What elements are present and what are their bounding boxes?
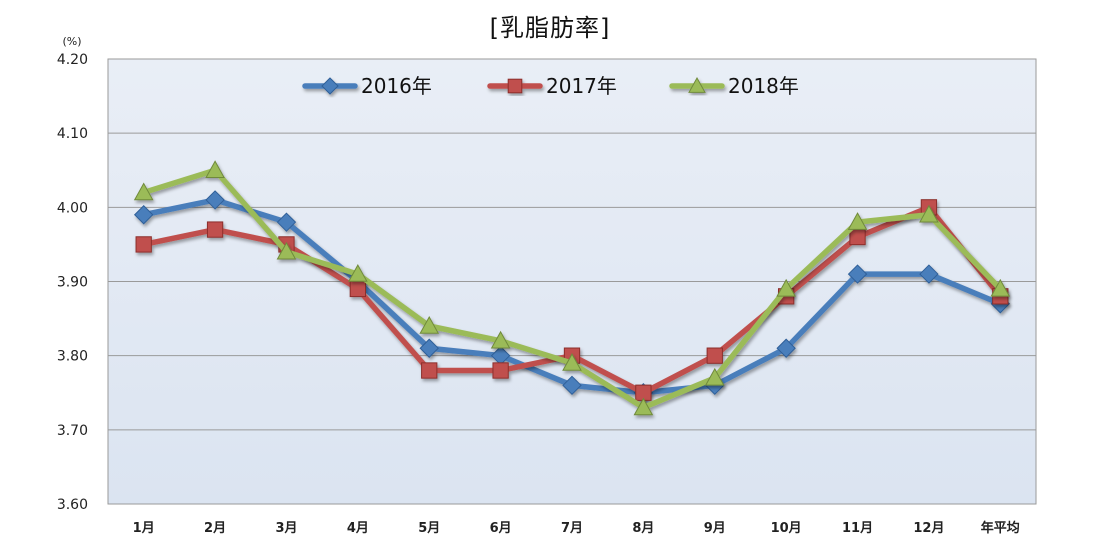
- x-tick-label: 9月: [704, 521, 726, 536]
- data-point: [321, 77, 339, 95]
- y-unit-label: (%): [62, 35, 81, 48]
- x-tick-label: 3月: [275, 521, 297, 536]
- data-point: [562, 353, 582, 371]
- data-point: [919, 204, 939, 223]
- data-point: [704, 367, 725, 386]
- x-tick-label: 2月: [204, 521, 226, 536]
- x-tick-label: 11月: [842, 521, 873, 536]
- data-point: [133, 182, 154, 201]
- data-point: [562, 375, 582, 396]
- data-point: [847, 264, 868, 284]
- y-tick-label: 3.70: [57, 423, 88, 439]
- legend-label: 2018年: [728, 74, 799, 98]
- y-tick-label: 3.80: [57, 349, 88, 365]
- data-point: [206, 221, 224, 238]
- x-tick-label: 6月: [490, 521, 512, 536]
- legend-label: 2016年: [361, 74, 432, 98]
- data-point: [849, 228, 866, 246]
- data-point: [492, 362, 509, 379]
- data-point: [276, 241, 297, 260]
- chart-title: [乳脂肪率]: [489, 14, 611, 42]
- data-point: [507, 78, 523, 94]
- data-point: [419, 338, 439, 358]
- data-point: [135, 236, 152, 253]
- data-point: [205, 160, 225, 178]
- x-tick-label: 12月: [913, 521, 944, 536]
- legend-swatch: [302, 77, 358, 95]
- y-tick-label: 4.10: [57, 126, 88, 142]
- data-point: [419, 315, 440, 334]
- data-point: [490, 330, 511, 349]
- data-point: [133, 205, 154, 225]
- legend-item: 2018年: [669, 74, 799, 98]
- data-point: [421, 362, 438, 379]
- data-point: [205, 190, 225, 210]
- data-point: [633, 397, 654, 416]
- x-tick-label: 1月: [133, 521, 155, 536]
- y-tick-label: 4.20: [57, 52, 88, 68]
- x-tick-label: 4月: [347, 521, 369, 536]
- data-point: [276, 212, 297, 232]
- data-point: [990, 278, 1011, 297]
- data-point: [688, 76, 706, 93]
- x-tick-label: 5月: [418, 521, 440, 536]
- data-point: [847, 212, 868, 230]
- legend-label: 2017年: [546, 74, 617, 98]
- x-tick-label: 年平均: [981, 520, 1020, 536]
- data-point: [776, 338, 796, 358]
- data-point: [349, 280, 366, 298]
- data-point: [919, 264, 939, 284]
- x-tick-label: 8月: [632, 521, 654, 536]
- data-point: [776, 278, 797, 297]
- legend-swatch: [487, 78, 543, 94]
- y-tick-label: 4.00: [57, 200, 88, 216]
- series-3: [133, 160, 1011, 416]
- legend-swatch: [669, 76, 725, 93]
- data-point: [706, 347, 723, 364]
- y-tick-label: 3.90: [57, 275, 88, 291]
- x-tick-label: 7月: [561, 521, 583, 536]
- legend-item: 2017年: [487, 74, 617, 98]
- y-tick-label: 3.60: [57, 497, 88, 513]
- x-tick-label: 10月: [771, 521, 802, 536]
- data-point: [347, 264, 368, 282]
- legend-item: 2016年: [302, 74, 432, 98]
